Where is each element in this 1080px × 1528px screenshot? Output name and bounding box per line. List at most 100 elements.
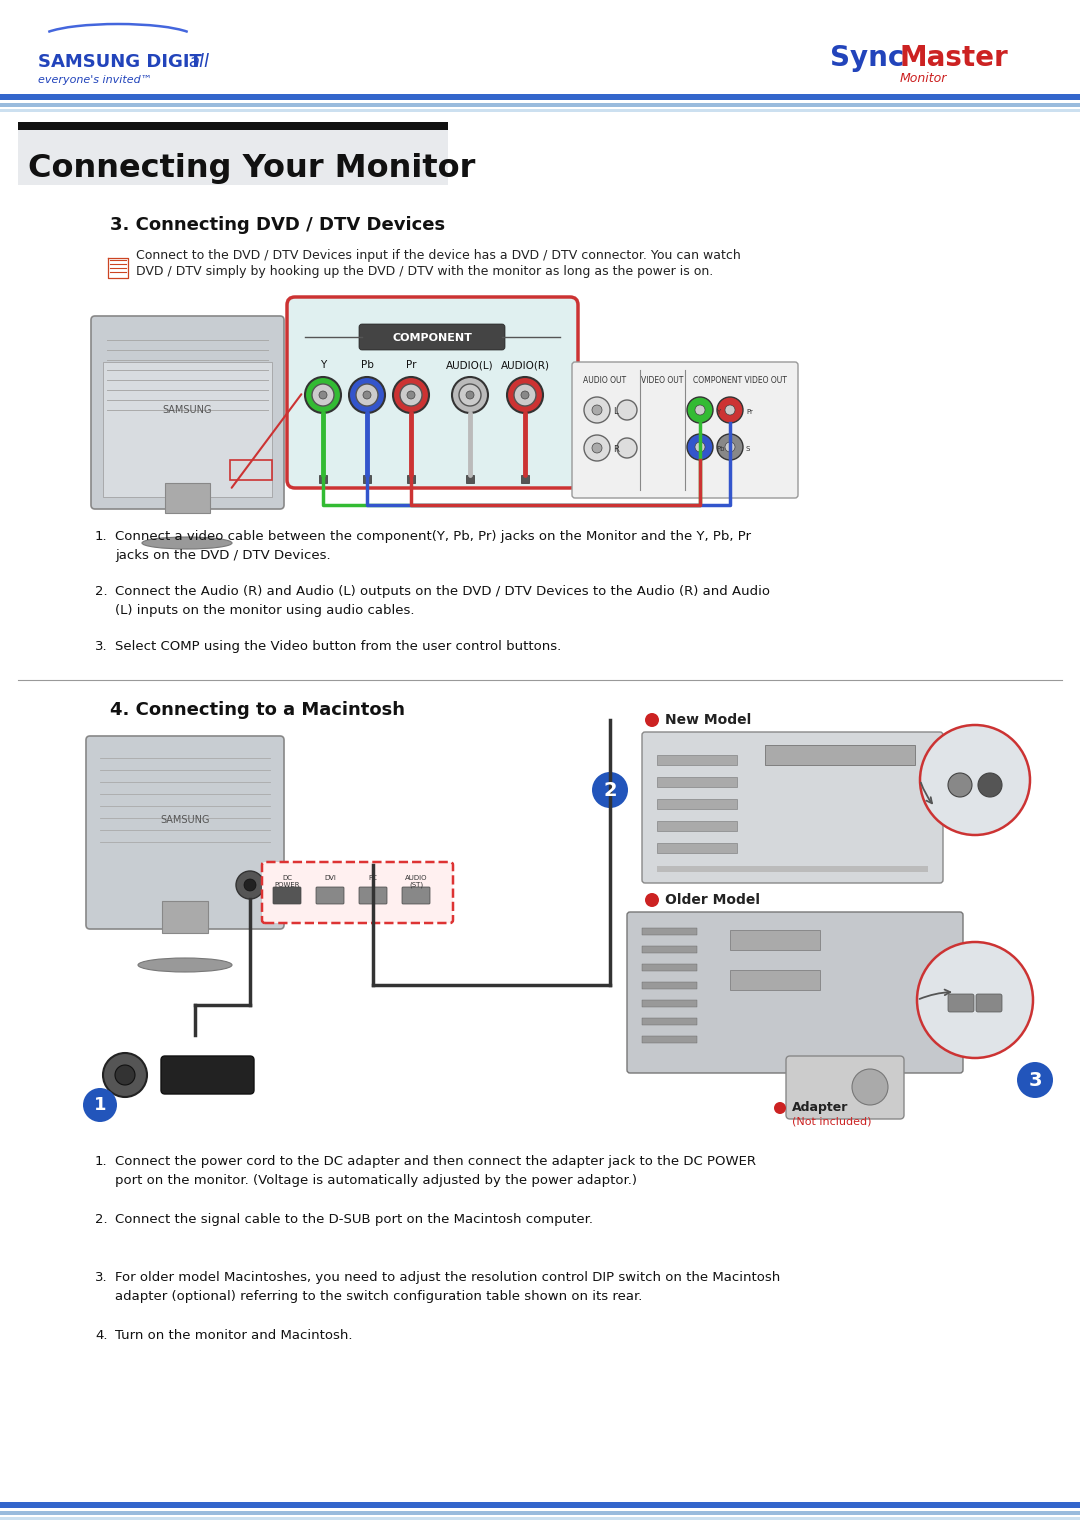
Text: S: S — [746, 446, 751, 452]
Text: COMPONENT VIDEO OUT: COMPONENT VIDEO OUT — [693, 376, 787, 385]
Bar — [642, 927, 697, 935]
Text: AUDIO OUT: AUDIO OUT — [583, 376, 626, 385]
Text: R: R — [613, 446, 619, 454]
Circle shape — [349, 377, 384, 413]
Text: DVI: DVI — [324, 876, 336, 882]
Text: (Not included): (Not included) — [792, 1117, 872, 1128]
Circle shape — [852, 1070, 888, 1105]
Bar — [521, 475, 529, 483]
Ellipse shape — [141, 536, 232, 549]
Text: L: L — [613, 408, 618, 417]
Circle shape — [393, 377, 429, 413]
Circle shape — [696, 405, 705, 416]
Bar — [657, 755, 737, 766]
Text: Master: Master — [900, 44, 1009, 72]
Text: COMPONENT: COMPONENT — [392, 333, 472, 342]
Text: Connect to the DVD / DTV Devices input if the device has a DVD / DTV connector. : Connect to the DVD / DTV Devices input i… — [136, 249, 741, 263]
FancyBboxPatch shape — [86, 736, 284, 929]
Text: all: all — [188, 53, 210, 70]
Bar — [642, 1036, 697, 1044]
Text: PC: PC — [368, 876, 377, 882]
Circle shape — [617, 439, 637, 458]
Text: 4.: 4. — [95, 1329, 108, 1342]
FancyBboxPatch shape — [627, 912, 963, 1073]
Circle shape — [774, 1102, 786, 1114]
Bar — [0, 102, 1080, 107]
Bar — [465, 475, 474, 483]
Bar — [18, 122, 448, 130]
Bar — [730, 970, 820, 990]
Bar — [657, 778, 737, 787]
Circle shape — [319, 391, 327, 399]
Text: everyone's invited™: everyone's invited™ — [38, 75, 152, 86]
Circle shape — [83, 1088, 117, 1122]
Text: Sync: Sync — [831, 44, 904, 72]
Bar — [765, 746, 915, 766]
Text: 4. Connecting to a Macintosh: 4. Connecting to a Macintosh — [110, 701, 405, 720]
Circle shape — [687, 397, 713, 423]
Ellipse shape — [138, 958, 232, 972]
Text: 1: 1 — [94, 1096, 106, 1114]
Circle shape — [920, 724, 1030, 834]
Text: Older Model: Older Model — [665, 892, 760, 908]
Text: 1.: 1. — [95, 530, 108, 542]
Bar — [0, 1502, 1080, 1508]
Circle shape — [592, 405, 602, 416]
Bar — [0, 95, 1080, 99]
Circle shape — [687, 434, 713, 460]
Text: SAMSUNG: SAMSUNG — [162, 405, 212, 416]
Circle shape — [356, 384, 378, 406]
Text: New Model: New Model — [665, 714, 752, 727]
Circle shape — [453, 377, 488, 413]
Text: Adapter: Adapter — [792, 1102, 849, 1114]
Circle shape — [465, 391, 474, 399]
Bar — [363, 475, 372, 483]
Bar — [657, 799, 737, 808]
FancyBboxPatch shape — [161, 1056, 254, 1094]
FancyBboxPatch shape — [976, 995, 1002, 1012]
Circle shape — [514, 384, 536, 406]
Bar — [642, 983, 697, 989]
Text: Select COMP using the Video button from the user control buttons.: Select COMP using the Video button from … — [114, 640, 562, 652]
Circle shape — [459, 384, 481, 406]
Circle shape — [717, 397, 743, 423]
Text: DVD / DTV simply by hooking up the DVD / DTV with the monitor as long as the pow: DVD / DTV simply by hooking up the DVD /… — [136, 266, 713, 278]
Text: Pb: Pb — [716, 446, 725, 452]
Bar — [730, 931, 820, 950]
Text: Y: Y — [320, 361, 326, 370]
Bar — [657, 821, 737, 831]
Bar — [165, 483, 210, 513]
FancyBboxPatch shape — [642, 732, 943, 883]
FancyBboxPatch shape — [273, 886, 301, 905]
Text: For older model Macintoshes, you need to adjust the resolution control DIP switc: For older model Macintoshes, you need to… — [114, 1271, 780, 1303]
Text: SAMSUNG: SAMSUNG — [160, 814, 210, 825]
Circle shape — [592, 772, 627, 808]
Text: 3: 3 — [1028, 1071, 1042, 1089]
Text: 3. Connecting DVD / DTV Devices: 3. Connecting DVD / DTV Devices — [110, 215, 445, 234]
Circle shape — [645, 892, 659, 908]
Bar — [657, 866, 928, 872]
Text: Connect the signal cable to the D-SUB port on the Macintosh computer.: Connect the signal cable to the D-SUB po… — [114, 1213, 593, 1225]
FancyBboxPatch shape — [948, 995, 974, 1012]
Text: SAMSUNG DIGIT: SAMSUNG DIGIT — [38, 53, 202, 70]
Circle shape — [407, 391, 415, 399]
Text: Pr: Pr — [406, 361, 416, 370]
FancyBboxPatch shape — [316, 886, 345, 905]
Bar — [642, 1018, 697, 1025]
FancyBboxPatch shape — [359, 324, 505, 350]
Text: 2: 2 — [604, 781, 617, 799]
Bar — [642, 999, 697, 1007]
Circle shape — [507, 377, 543, 413]
Text: 1.: 1. — [95, 1155, 108, 1167]
Circle shape — [696, 442, 705, 452]
Bar — [657, 843, 737, 853]
FancyBboxPatch shape — [91, 316, 284, 509]
Circle shape — [363, 391, 372, 399]
Text: Pb: Pb — [361, 361, 374, 370]
Bar — [162, 902, 208, 934]
Text: Pr: Pr — [746, 410, 753, 416]
Circle shape — [114, 1065, 135, 1085]
Circle shape — [237, 871, 264, 898]
FancyBboxPatch shape — [287, 296, 578, 487]
Circle shape — [584, 397, 610, 423]
